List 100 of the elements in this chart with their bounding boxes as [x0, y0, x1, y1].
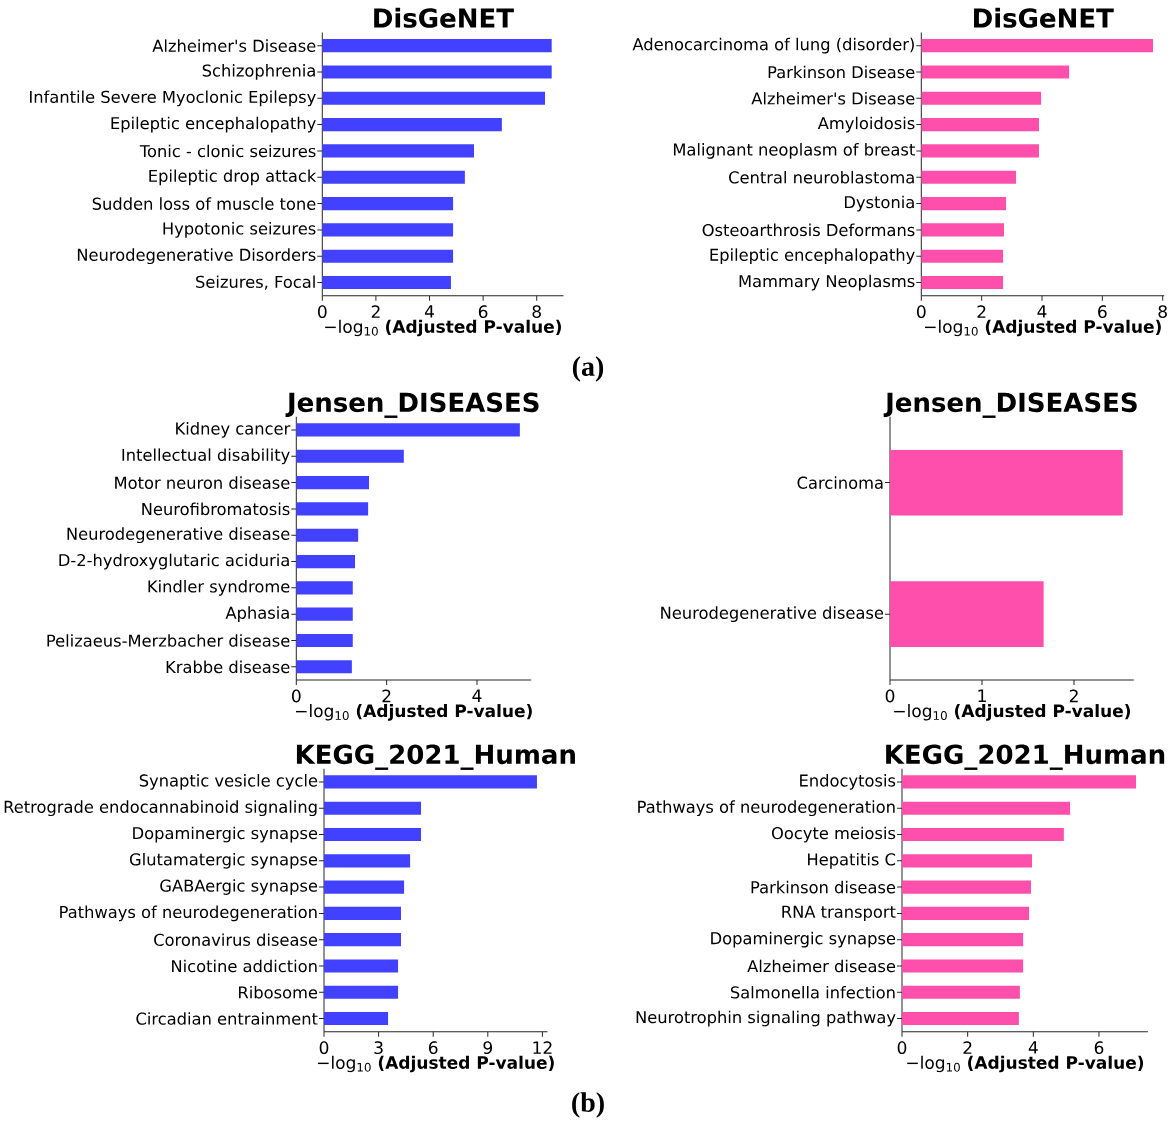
bar [921, 144, 1039, 158]
bar [902, 880, 1032, 894]
bar [322, 91, 545, 105]
y-tick-label: Neurodegenerative Disorders [77, 248, 316, 265]
bar [921, 39, 1154, 53]
x-tick-label: 2 [371, 305, 380, 318]
x-tick-label: 4 [424, 305, 434, 318]
bar [921, 91, 1042, 105]
bar [324, 827, 422, 842]
x-tick-label: 1 [978, 689, 986, 702]
y-tick-label: Glutamatergic synapse [129, 852, 318, 869]
bar [902, 906, 1030, 920]
bar [322, 170, 465, 184]
bar [902, 801, 1071, 815]
y-tick-label: GABAergic synapse [160, 879, 318, 895]
bar [324, 854, 411, 868]
y-tick-label: Circadian entrainment [136, 1012, 318, 1025]
bar [296, 607, 353, 621]
x-tick-label: 0 [319, 1041, 329, 1055]
bar [324, 933, 401, 947]
bar [296, 528, 359, 542]
bar [902, 933, 1024, 947]
y-tick-label: Nicotine addiction [172, 959, 317, 973]
y-tick-label: Epileptic encephalopathy [710, 248, 915, 265]
x-axis-title: −log$_{10}$ (Adjusted P-value) [894, 704, 1130, 721]
bar [322, 249, 454, 263]
x-tick-label: 2 [963, 1041, 972, 1054]
bar [322, 223, 454, 237]
x-axis-title: −log$_{10}$ (Adjusted P-value) [325, 319, 561, 337]
y-tick-label: Dopaminergic synapse [133, 826, 318, 843]
bar [902, 1011, 1019, 1026]
y-tick-label: Kidney cancer [176, 422, 291, 438]
bar [324, 775, 537, 789]
text: (b) [572, 1092, 604, 1118]
y-tick-label: Ribosome [239, 985, 318, 999]
x-axis-title: −log$_{10}$ (Adjusted P-value) [318, 1055, 554, 1073]
x-tick-label: 8 [1158, 305, 1167, 319]
bar [921, 249, 1004, 263]
x-axis-title: −log$_{10}$ (Adjusted P-value) [907, 1055, 1144, 1073]
bar [921, 196, 1007, 211]
chart-title: KEGG_2021_Human [296, 744, 575, 770]
y-tick-label: Krabbe disease [166, 660, 290, 674]
y-tick-label: Alzheimer's Disease [152, 39, 316, 52]
y-tick-label: Retrograde endocannabinoid signaling [4, 800, 317, 817]
x-tick-label: 8 [532, 305, 541, 319]
y-tick-label: Parkinson disease [751, 880, 896, 894]
bar [921, 275, 1004, 290]
y-tick-label: Pathways of neurodegeneration [60, 905, 317, 922]
x-tick-label: 0 [885, 689, 895, 703]
bar [322, 39, 552, 53]
y-tick-label: Mammary Neoplasms [739, 274, 915, 291]
x-tick-label: 0 [318, 305, 327, 319]
x-axis-title: −log$_{10}$ (Adjusted P-value) [296, 704, 532, 721]
text: (a) [572, 356, 604, 382]
bar [296, 554, 356, 569]
x-tick-label: 12 [533, 1041, 552, 1054]
bar [296, 633, 353, 648]
y-tick-label: Amyloidosis [817, 116, 915, 133]
bar [921, 118, 1039, 132]
y-tick-label: Alzheimer's Disease [751, 92, 915, 105]
bar [921, 65, 1070, 79]
y-tick-label: Hepatitis C [808, 852, 896, 869]
bar [324, 801, 422, 815]
y-tick-label: Epileptic encephalopathy [111, 116, 316, 133]
bar [324, 880, 405, 894]
bar [322, 144, 474, 158]
y-tick-label: Salmonella infection [730, 985, 895, 999]
chart-title: Jensen_DISEASES [883, 392, 1137, 418]
y-tick-label: Pathways of neurodegeneration [638, 800, 895, 817]
y-tick-label: Tonic - clonic seizures [139, 144, 316, 158]
y-tick-label: Hypotonic seizures [163, 222, 316, 238]
y-tick-label: Epileptic drop attack [149, 169, 317, 186]
x-tick-label: 4 [1037, 305, 1047, 318]
y-tick-label: Synaptic vesicle cycle [139, 774, 318, 790]
bar [902, 827, 1064, 842]
y-tick-label: Sudden loss of muscle tone [92, 197, 316, 210]
x-tick-label: 9 [483, 1041, 493, 1055]
chart-title: DisGeNET [374, 7, 514, 28]
y-tick-label: Parkinson Disease [768, 65, 915, 79]
y-tick-label: Adenocarcinoma of lung (disorder) [632, 37, 914, 54]
y-tick-label: Intellectual disability [122, 448, 290, 465]
bar [324, 906, 401, 920]
y-tick-label: Alzheimer disease [747, 959, 896, 973]
y-tick-label: Coronavirus disease [154, 933, 318, 946]
x-tick-label: 3 [374, 1041, 383, 1055]
y-tick-label: D-2-hydroxyglutaric aciduria [59, 553, 289, 570]
bar [322, 196, 454, 211]
y-tick-label: Kindler syndrome [148, 579, 290, 596]
x-tick-label: 2 [382, 689, 391, 703]
bar [296, 449, 404, 463]
x-tick-label: 2 [977, 305, 986, 318]
x-tick-label: 0 [917, 305, 926, 319]
chart-title: DisGeNET [974, 7, 1114, 28]
bar [324, 959, 399, 973]
y-tick-label: Central neuroblastoma [729, 170, 914, 184]
x-tick-label: 0 [292, 689, 301, 703]
bar [902, 775, 1137, 789]
y-tick-label: Osteoarthrosis Deformans [702, 223, 915, 237]
y-tick-label: Pelizaeus-Merzbacher disease [47, 634, 290, 647]
y-tick-label: Endocytosis [800, 774, 896, 790]
